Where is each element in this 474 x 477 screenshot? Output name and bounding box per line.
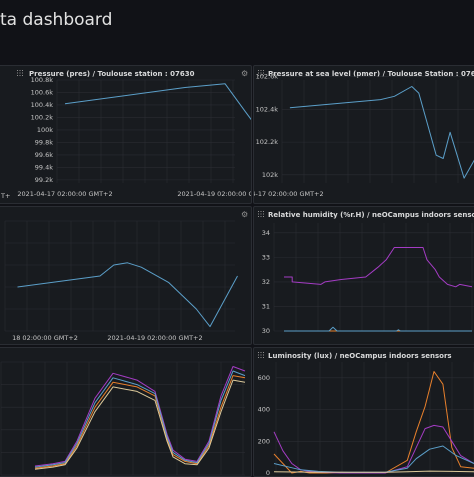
series-line-3 [34, 379, 246, 470]
panel-title: Luminosity (lux) / neOCampus indoors sen… [268, 352, 452, 360]
grip-icon[interactable] [258, 352, 264, 358]
series-line-2 [284, 326, 472, 332]
y-tick-label: 31 [262, 302, 270, 310]
y-tick-label: 100.6k [31, 88, 54, 96]
x-tick-label: 2021-04-19 02:00:00 GMT+2 [177, 190, 252, 198]
panel-title: Pressure (pres) / Toulouse station : 076… [29, 70, 195, 78]
panel-temperature[interactable]: ⚙ 18 02:00:00 GMT+2 2021-04-19 02:00:00 G… [0, 206, 252, 345]
y-tick-label: 600 [258, 374, 270, 382]
y-tick-label: 99.2k [35, 176, 53, 184]
chart-pressure-sea-level: 102.6k 102.4k 102.2k 102k 2021-04-17 02:00:0… [253, 73, 474, 198]
y-tick-label: 33 [262, 253, 270, 261]
gear-icon[interactable]: ⚙ [241, 69, 249, 78]
dashboard-title: ta dashboard [0, 10, 113, 30]
series-line-3 [273, 470, 474, 473]
series-line-0 [17, 262, 238, 328]
y-tick-label: 102.2k [256, 138, 279, 146]
y-tick-label: 30 [262, 327, 270, 335]
y-tick-label: 102.6k [256, 73, 279, 81]
grip-icon[interactable] [258, 211, 264, 217]
grip-icon[interactable] [258, 70, 264, 76]
y-tick-label: 100.2k [31, 113, 54, 121]
panel-environment[interactable] [0, 347, 252, 477]
series-line-0 [284, 247, 473, 288]
y-tick-label: 99.6k [35, 151, 53, 159]
y-tick-label: 32 [262, 278, 270, 286]
partial-tick-label: T+ [1, 192, 11, 200]
panel-luminosity[interactable]: Luminosity (lux) / neOCampus indoors sen… [253, 347, 474, 477]
y-tick-label: 99.8k [35, 138, 53, 146]
y-tick-label: 102k [262, 171, 278, 179]
series-line-1 [34, 375, 246, 469]
chart-humidity: 34 33 32 31 30 [262, 223, 474, 335]
chart-temperature: 18 02:00:00 GMT+2 2021-04-19 02:00:00 GMT… [4, 220, 238, 342]
y-tick-label: 400 [258, 406, 270, 414]
series-line-2 [34, 370, 246, 468]
chart-pressure: 100.8k 100.6k 100.4k 100.2k 100k 99.8k 99.6k 99… [17, 76, 252, 198]
panel-title: Relative humidity (%r.H) / neOCampus ind… [268, 211, 474, 219]
panel-pressure[interactable]: Pressure (pres) / Toulouse station : 076… [0, 65, 252, 204]
x-tick-label: 2021-04-17 02:00:00 GMT+2 [17, 190, 112, 198]
y-tick-label: 102.4k [256, 105, 279, 113]
chart-environment [0, 361, 246, 476]
series-line-1 [273, 424, 474, 474]
y-tick-label: 34 [262, 229, 270, 237]
y-tick-label: 100k [37, 126, 53, 134]
series-line-0 [273, 371, 474, 474]
y-tick-label: 200 [258, 437, 270, 445]
y-tick-label: 99.4k [35, 163, 53, 171]
chart-luminosity: 600 400 200 0 [258, 362, 474, 477]
grip-icon[interactable] [17, 70, 23, 76]
series-line-0 [289, 86, 474, 179]
y-tick-label: 100.4k [31, 101, 54, 109]
panel-pressure-sea-level[interactable]: Pressure at sea level (pmer) / Toulouse … [253, 65, 474, 204]
gear-icon[interactable]: ⚙ [241, 210, 249, 219]
series-line-0 [64, 83, 251, 121]
x-tick-label: 2021-04-19 02:00:00 GMT+2 [107, 334, 202, 342]
series-line-0 [34, 366, 246, 467]
panel-humidity[interactable]: Relative humidity (%r.H) / neOCampus ind… [253, 206, 474, 345]
x-tick-label: 18 02:00:00 GMT+2 [12, 334, 78, 342]
series-line-2 [273, 445, 474, 473]
y-tick-label: 100.8k [31, 76, 54, 84]
panel-title: Pressure at sea level (pmer) / Toulouse … [268, 70, 474, 78]
x-tick-label: 2021-04-17 02:00:00 GMT+2 [253, 190, 324, 198]
y-tick-label: 0 [266, 469, 270, 477]
